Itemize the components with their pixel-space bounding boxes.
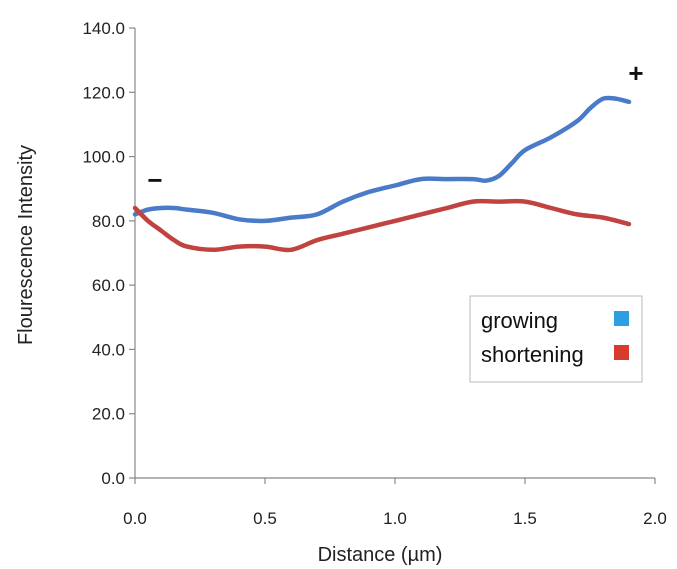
legend-label-growing: growing: [481, 308, 558, 333]
y-axis-ticks: 0.0 20.0 40.0 60.0 80.0 100.0 120.0 140.0: [82, 19, 135, 488]
series-line-growing: [132, 95, 632, 224]
plus-end-annotation: +: [628, 58, 643, 88]
legend: growing shortening: [469, 295, 643, 383]
series-line-shortening: [132, 198, 632, 253]
x-tick-label: 0.0: [123, 509, 147, 528]
y-tick-label: 120.0: [82, 83, 125, 102]
y-tick-label: 60.0: [92, 276, 125, 295]
axes: [134, 28, 655, 479]
y-axis-title: Flourescence Intensity: [15, 145, 37, 345]
y-tick-label: 20.0: [92, 405, 125, 424]
series-lines: [132, 95, 632, 253]
minus-end-annotation: −: [147, 165, 162, 195]
legend-box: [469, 295, 643, 383]
x-tick-label: 1.0: [383, 509, 407, 528]
x-axis-ticks: 0.0 0.5 1.0 1.5 2.0: [123, 478, 667, 528]
x-tick-label: 1.5: [513, 509, 537, 528]
x-axis-title: Distance (µm): [318, 544, 443, 566]
x-tick-label: 2.0: [643, 509, 667, 528]
y-tick-label: 0.0: [101, 469, 125, 488]
legend-swatch-shortening: [614, 345, 629, 360]
legend-swatch-growing: [614, 311, 629, 326]
y-tick-label: 100.0: [82, 148, 125, 167]
x-tick-label: 0.5: [253, 509, 277, 528]
y-tick-label: 80.0: [92, 212, 125, 231]
y-tick-label: 40.0: [92, 340, 125, 359]
legend-label-shortening: shortening: [481, 342, 584, 367]
y-tick-label: 140.0: [82, 19, 125, 38]
